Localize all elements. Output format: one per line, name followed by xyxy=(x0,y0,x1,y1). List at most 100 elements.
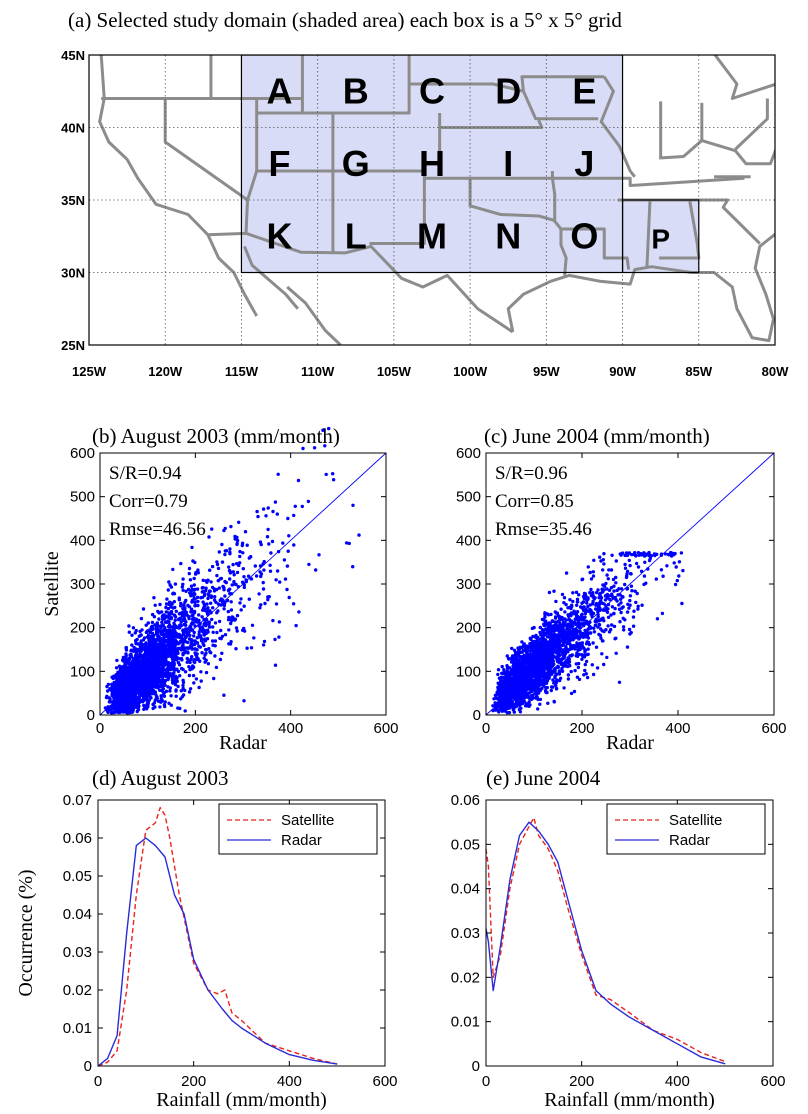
scatter-point xyxy=(296,478,301,483)
map-border-3 xyxy=(207,231,514,334)
scatter-point xyxy=(202,606,206,610)
scatter-point xyxy=(576,665,581,670)
scatter-point xyxy=(593,623,598,627)
scatter-point xyxy=(562,601,566,605)
map-y-tick-label: 45N xyxy=(61,48,85,63)
scatter-point xyxy=(144,691,148,695)
scatter-point xyxy=(122,677,126,681)
scatter-point xyxy=(612,624,617,629)
scatter-point xyxy=(216,566,221,571)
map-x-tick-label: 125W xyxy=(72,364,107,379)
scatter-point xyxy=(598,608,602,612)
scatter-point xyxy=(193,597,197,601)
scatter-point xyxy=(518,710,523,714)
scatter-point xyxy=(595,590,599,595)
scatter-point xyxy=(190,617,195,621)
scatter-point xyxy=(153,651,157,655)
scatter-point xyxy=(679,551,684,555)
map-x-tick-label: 115W xyxy=(225,364,259,379)
scatter-point xyxy=(536,674,540,678)
scatter-point xyxy=(174,624,178,628)
scatter-point xyxy=(138,633,143,637)
scatter-point xyxy=(212,598,217,602)
scatter-point xyxy=(563,610,567,614)
scatter-point xyxy=(283,577,288,581)
scatter-point xyxy=(141,656,145,660)
scatter-point xyxy=(610,553,614,557)
scatter-point xyxy=(180,611,184,615)
scatter-point xyxy=(147,637,151,641)
scatter-point xyxy=(193,572,198,576)
scatter-point xyxy=(233,582,237,586)
map-x-tick-label: 105W xyxy=(377,364,412,379)
scatter-point xyxy=(197,632,201,637)
scatter-point xyxy=(173,582,178,586)
scatter-point xyxy=(493,707,498,711)
scatter-point xyxy=(156,629,160,633)
scatter-point xyxy=(533,674,537,678)
scatter-point xyxy=(578,647,582,652)
scatter-point xyxy=(139,649,143,653)
scatter-point xyxy=(190,643,195,647)
scatter-point xyxy=(114,675,118,679)
scatter-point xyxy=(215,630,219,635)
scatter-point xyxy=(535,638,539,642)
scatter-point xyxy=(196,571,200,575)
panel-b-title: (b) August 2003 (mm/month) xyxy=(92,424,340,448)
scatter-point xyxy=(205,602,209,606)
scatter-point xyxy=(201,578,205,582)
scatter-point xyxy=(172,635,177,639)
scatter-point xyxy=(545,666,549,670)
scatter-point xyxy=(169,609,174,614)
scatter-point xyxy=(189,607,194,611)
map-border-36 xyxy=(713,55,775,100)
scatter-point xyxy=(552,589,556,593)
scatter-point xyxy=(157,675,162,679)
scatter-point xyxy=(168,689,172,693)
scatter-point xyxy=(235,613,240,618)
scatter-point xyxy=(149,634,153,639)
scatter-point xyxy=(199,670,203,674)
scatter-point xyxy=(286,549,290,553)
scatter-point xyxy=(158,602,162,607)
scatter-point xyxy=(176,660,181,665)
scatter-point xyxy=(169,694,173,698)
scatter-point xyxy=(585,675,590,680)
scatter-point xyxy=(134,703,138,707)
scatter-point xyxy=(127,707,132,711)
scatter-point xyxy=(183,670,188,674)
scatter-point xyxy=(626,602,630,606)
scatter-point xyxy=(581,616,586,621)
scatter-point xyxy=(202,643,206,648)
scatter-point xyxy=(573,617,578,621)
scatter-point xyxy=(226,609,230,614)
scatter-point xyxy=(672,561,676,565)
scatter-point xyxy=(607,630,612,634)
scatter-point xyxy=(130,675,134,680)
scatter-point xyxy=(628,594,633,598)
scatter-point xyxy=(108,697,112,701)
scatter-point xyxy=(117,664,122,668)
scatter-point xyxy=(198,627,202,631)
scatter-point xyxy=(241,567,245,571)
scatter-point xyxy=(554,683,558,688)
map-x-tick-label: 90W xyxy=(609,364,636,379)
panel-d-title: (d) August 2003 xyxy=(92,766,229,790)
scatter-point xyxy=(247,597,251,601)
scatter-point xyxy=(128,666,133,670)
scatter-point xyxy=(536,707,540,711)
scatter-point xyxy=(230,617,234,621)
scatter-point xyxy=(188,687,193,691)
scatter-point xyxy=(154,658,159,662)
scatter-point xyxy=(182,622,186,627)
scatter-point xyxy=(142,679,147,683)
scatter-point xyxy=(612,584,616,588)
scatter-point xyxy=(114,666,119,670)
scatter-point xyxy=(147,646,151,651)
scatter-point xyxy=(537,687,541,691)
scatter-point xyxy=(517,647,522,651)
scatter-point xyxy=(165,673,169,677)
scatter-point xyxy=(190,621,194,625)
scatter-point xyxy=(640,603,644,607)
domain-box-m xyxy=(393,200,471,273)
